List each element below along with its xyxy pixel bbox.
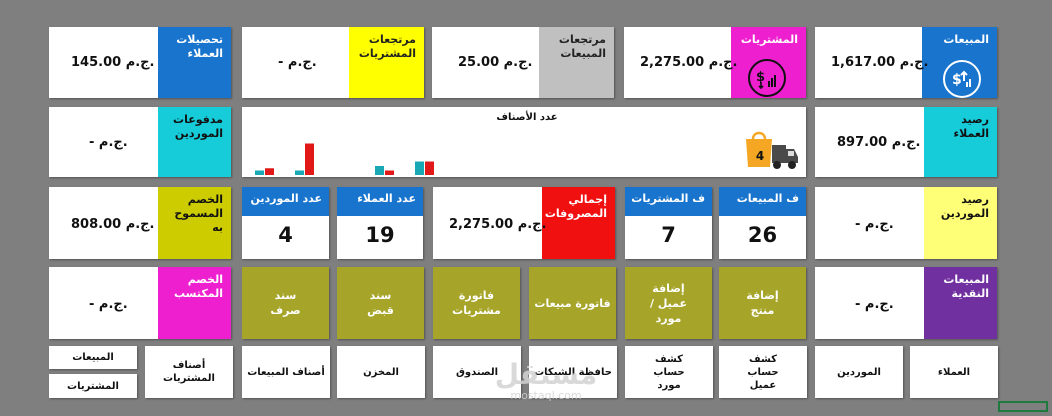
- purchases-count-value: 7: [661, 223, 676, 247]
- delivery-truck-icon: 4: [742, 127, 800, 173]
- customer-collections-value: 145.00 ج.م.: [71, 55, 155, 70]
- customer-balance-value: 897.00 ج.م.: [837, 135, 921, 150]
- customer-balance-label: رصيد العملاء: [924, 107, 997, 177]
- discount-earned-label: الخصم المكتسب: [158, 267, 231, 339]
- supplier-balance-label: رصيد الموردين: [924, 187, 997, 259]
- sales-invoice-button[interactable]: فاتورة مبيعات: [529, 267, 616, 339]
- sales-count-label: ف المبيعات: [719, 187, 806, 216]
- discount-allowed-value: 808.00 ج.م.: [71, 217, 155, 232]
- customers-count-value: 19: [365, 223, 395, 247]
- customers-count-card[interactable]: عدد العملاء 19: [337, 187, 423, 259]
- items-count-chart: [255, 143, 434, 175]
- purchase-returns-value: - ج.م.: [278, 55, 317, 70]
- nav-sales-items[interactable]: أصناف المبيعات: [242, 346, 330, 398]
- suppliers-count-value: 4: [278, 223, 293, 247]
- selected-cell[interactable]: [998, 401, 1048, 412]
- items-count-title: عدد الأصناف: [496, 112, 558, 123]
- cash-sales-label: المبيعات النقدية: [924, 267, 997, 339]
- money-down-icon: $: [748, 59, 786, 97]
- discount-earned-card[interactable]: الخصم المكتسب - ج.م.: [49, 267, 231, 339]
- supplier-balance-value: - ج.م.: [855, 217, 894, 232]
- purchases-count-card[interactable]: ف المشتريات 7: [625, 187, 712, 259]
- total-expenses-label: إجمالي المصروفات: [542, 187, 615, 259]
- supplier-payments-card[interactable]: مدفوعات الموردين - ج.م.: [49, 107, 231, 177]
- items-count-badge: 4: [755, 149, 765, 163]
- svg-text:$: $: [756, 70, 765, 85]
- chart-bar: [415, 161, 424, 175]
- nav-customer-statement[interactable]: كشف حساب عميل: [719, 346, 807, 398]
- nav-suppliers[interactable]: الموردين: [815, 346, 903, 398]
- chart-bar: [255, 170, 264, 175]
- receipt-voucher-button[interactable]: سند قبض: [337, 267, 424, 339]
- add-customer-supplier-button[interactable]: إضافة عميل / مورد: [625, 267, 712, 339]
- svg-text:$: $: [952, 72, 962, 88]
- suppliers-count-card[interactable]: عدد الموردين 4: [242, 187, 329, 259]
- cash-sales-card[interactable]: المبيعات النقدية - ج.م.: [815, 267, 997, 339]
- customers-count-label: عدد العملاء: [337, 187, 423, 216]
- chart-bar: [305, 143, 314, 175]
- supplier-payments-label: مدفوعات الموردين: [158, 107, 231, 177]
- total-expenses-card[interactable]: إجمالي المصروفات 2,275.00 ج.م.: [433, 187, 615, 259]
- purchases-card[interactable]: المشتريات $ 2,275.00 ج.م.: [624, 27, 806, 98]
- total-expenses-value: 2,275.00 ج.م.: [449, 217, 547, 232]
- nav-supplier-statement[interactable]: كشف حساب مورد: [625, 346, 713, 398]
- sales-returns-value: 25.00 ج.م.: [458, 55, 533, 70]
- discount-allowed-label: الخصم المسموح به: [158, 187, 231, 259]
- purchases-count-label: ف المشتريات: [625, 187, 712, 216]
- customer-balance-card[interactable]: رصيد العملاء 897.00 ج.م.: [815, 107, 997, 177]
- purchase-returns-label: مرتجعات المشتريات: [349, 27, 424, 98]
- sales-value: 1,617.00 ج.م.: [831, 55, 929, 70]
- suppliers-count-label: عدد الموردين: [242, 187, 329, 216]
- chart-bar: [295, 170, 304, 175]
- discount-earned-value: - ج.م.: [89, 297, 128, 312]
- add-product-button[interactable]: إضافة منتج: [719, 267, 806, 339]
- sales-returns-label: مرتجعات المبيعات: [539, 27, 614, 98]
- nav-purchase-items[interactable]: أصناف المشتريات: [145, 346, 233, 398]
- cash-sales-value: - ج.م.: [855, 297, 894, 312]
- chart-bar: [425, 161, 434, 175]
- payment-voucher-button[interactable]: سند صرف: [242, 267, 329, 339]
- sales-count-card[interactable]: ف المبيعات 26: [719, 187, 806, 259]
- sales-count-value: 26: [747, 223, 778, 247]
- sales-card[interactable]: المبيعات $ 1,617.00 ج.م.: [815, 27, 997, 98]
- money-up-icon: $: [943, 60, 981, 98]
- nav-small-purchases[interactable]: المشتريات: [49, 374, 137, 398]
- purchase-returns-card[interactable]: مرتجعات المشتريات - ج.م.: [242, 27, 424, 98]
- chart-bar: [375, 166, 384, 175]
- chart-bar: [265, 168, 274, 175]
- nav-cheque-wallet[interactable]: حافظة الشيكات: [529, 346, 617, 398]
- sales-returns-card[interactable]: مرتجعات المبيعات 25.00 ج.م.: [432, 27, 614, 98]
- nav-customers[interactable]: العملاء: [910, 346, 998, 398]
- supplier-balance-card[interactable]: رصيد الموردين - ج.م.: [815, 187, 997, 259]
- purchase-invoice-button[interactable]: فاتورة مشتريات: [433, 267, 520, 339]
- purchases-value: 2,275.00 ج.م.: [640, 55, 738, 70]
- discount-allowed-card[interactable]: الخصم المسموح به 808.00 ج.م.: [49, 187, 231, 259]
- chart-bar: [385, 170, 394, 175]
- supplier-payments-value: - ج.م.: [89, 135, 128, 150]
- items-count-chart-card: عدد الأصناف 4: [242, 107, 806, 177]
- customer-collections-card[interactable]: تحصيلات العملاء 145.00 ج.م.: [49, 27, 231, 98]
- customer-collections-label: تحصيلات العملاء: [158, 27, 231, 98]
- nav-warehouse[interactable]: المخزن: [337, 346, 425, 398]
- nav-small-sales[interactable]: المبيعات: [49, 346, 137, 369]
- nav-cash-box[interactable]: الصندوق: [433, 346, 521, 398]
